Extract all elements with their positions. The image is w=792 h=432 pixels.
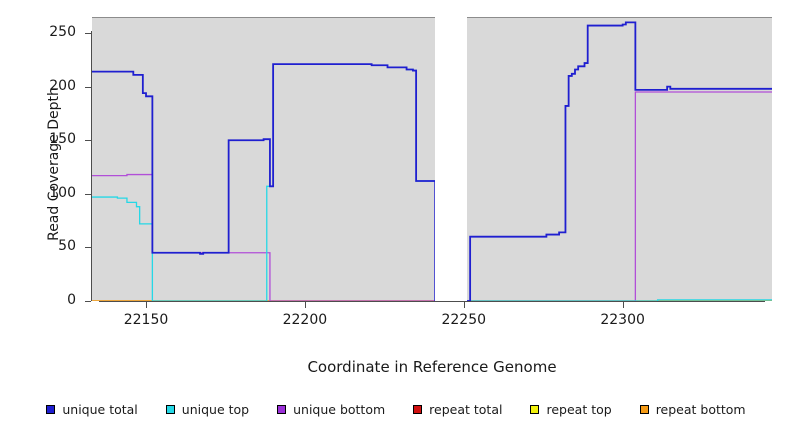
x-tick-label: 22150 xyxy=(123,312,169,328)
legend-label: unique top xyxy=(181,401,250,417)
x-tick xyxy=(146,302,148,308)
y-tick-label: 250 xyxy=(49,24,76,41)
y-tick-label: 150 xyxy=(49,131,76,148)
x-tick xyxy=(622,302,624,308)
y-tick xyxy=(85,247,91,249)
legend-label: repeat total xyxy=(429,401,503,417)
x-axis-line xyxy=(99,301,765,302)
x-tick xyxy=(304,302,306,308)
x-tick xyxy=(463,302,465,308)
y-axis-line xyxy=(91,31,92,301)
plot-area xyxy=(92,17,772,301)
y-tick xyxy=(85,33,91,35)
legend-swatch-icon xyxy=(639,404,649,414)
legend-item-repeat-bottom[interactable]: repeat bottom xyxy=(639,401,746,417)
series-line-unique-top xyxy=(92,63,772,301)
y-tick-label: 0 xyxy=(67,292,76,308)
legend-item-unique-total[interactable]: unique total xyxy=(46,401,138,417)
legend-label: unique total xyxy=(62,401,138,417)
y-axis-title: Read Coverage Depth xyxy=(46,87,62,241)
y-tick xyxy=(85,140,91,142)
x-axis-title: Coordinate in Reference Genome xyxy=(307,358,557,376)
y-tick-label: 100 xyxy=(49,184,76,201)
legend-item-unique-bottom[interactable]: unique bottom xyxy=(277,402,385,417)
no-coverage-gap xyxy=(435,17,467,301)
x-tick-label: 22200 xyxy=(282,312,328,328)
x-tick-label: 22300 xyxy=(600,312,645,328)
legend-label: repeat top xyxy=(546,401,612,417)
x-tick-label: 22250 xyxy=(441,312,487,328)
legend-label: repeat bottom xyxy=(655,401,746,417)
chart-legend: unique total unique top unique bottom repea… xyxy=(0,398,792,420)
legend-swatch-icon xyxy=(46,404,56,414)
legend-item-repeat-total[interactable]: repeat total xyxy=(413,402,502,417)
legend-swatch-icon xyxy=(277,404,287,414)
legend-swatch-icon xyxy=(165,404,175,414)
legend-item-unique-top[interactable]: unique top xyxy=(165,401,250,417)
series-line-unique-total xyxy=(92,21,772,301)
series-layer xyxy=(92,21,772,301)
y-tick-label: 50 xyxy=(58,238,76,255)
legend-swatch-icon xyxy=(530,404,540,414)
legend-label: unique bottom xyxy=(293,401,386,417)
y-tick-label: 200 xyxy=(49,77,76,94)
y-tick xyxy=(85,301,91,302)
y-tick xyxy=(85,86,91,88)
legend-item-repeat-top[interactable]: repeat top xyxy=(530,401,612,417)
y-tick xyxy=(85,193,91,195)
series-line-unique-bottom xyxy=(92,91,772,301)
legend-swatch-icon xyxy=(413,404,423,414)
